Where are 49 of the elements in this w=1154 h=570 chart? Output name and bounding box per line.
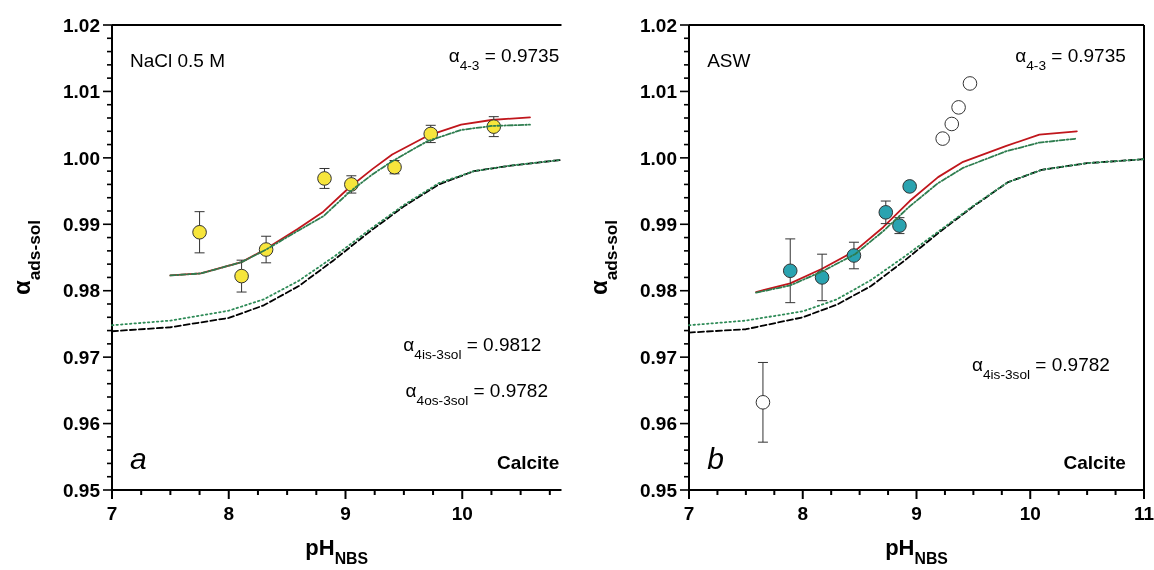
- point: [935, 131, 950, 146]
- annotation: α$_{4os-3sol}$ = 0.9782: [405, 380, 548, 408]
- annotation: α$_{4is-3sol}$ = 0.9782: [971, 354, 1110, 382]
- x-tick-label: 10: [1019, 503, 1041, 524]
- annotation: α$_{4-3}$ = 0.9735: [448, 45, 560, 73]
- y-tick-label: 0.98: [63, 280, 100, 302]
- point: [782, 263, 798, 279]
- y-tick-label: 0.99: [63, 213, 100, 235]
- y-tick-label: 0.97: [63, 346, 100, 368]
- annotation: Calcite: [496, 452, 560, 474]
- annotation: ASW: [707, 49, 751, 71]
- y-tick-label: 1.02: [640, 14, 677, 36]
- annotation: α$_{4is-3sol}$ = 0.9812: [403, 333, 542, 361]
- y-tick-label: 1.01: [640, 81, 678, 103]
- y-tick-label: 0.96: [63, 413, 100, 435]
- point: [951, 100, 966, 115]
- point: [878, 205, 894, 220]
- y-tick-label: 0.95: [63, 479, 101, 501]
- x-tick-label: 9: [340, 503, 351, 524]
- annotation: Calcite: [1063, 452, 1126, 474]
- x-tick-label: 8: [797, 503, 809, 524]
- y-tick-label: 0.98: [640, 280, 677, 302]
- point: [944, 116, 960, 132]
- x-axis-title: pH$_{NBS}$: [885, 535, 948, 567]
- x-tick-label: 7: [106, 503, 118, 524]
- y-tick-label: 0.99: [640, 213, 677, 235]
- point: [234, 268, 249, 284]
- x-tick-label: 7: [683, 503, 695, 524]
- point: [962, 76, 978, 91]
- x-tick-label: 9: [911, 503, 922, 524]
- y-tick-label: 1.02: [63, 14, 100, 36]
- point: [814, 270, 830, 285]
- x-axis-title: pH$_{NBS}$: [305, 535, 369, 567]
- point: [192, 224, 207, 240]
- point: [902, 179, 917, 194]
- x-tick-label: 8: [223, 503, 235, 524]
- annotation: b: [707, 442, 724, 476]
- y-tick-label: 1.00: [63, 147, 100, 169]
- point: [755, 395, 771, 410]
- y-tick-label: 0.95: [640, 479, 678, 501]
- annotation: a: [129, 442, 147, 476]
- annotation: α$_{4-3}$ = 0.9735: [1015, 45, 1126, 73]
- y-tick-label: 1.00: [640, 147, 677, 169]
- y-tick-label: 0.97: [640, 346, 677, 368]
- x-tick-label: 10: [451, 503, 473, 524]
- y-tick-label: 1.01: [63, 81, 101, 103]
- y-tick-label: 0.96: [640, 413, 677, 435]
- x-tick-label: 11: [1133, 503, 1154, 524]
- annotation: NaCl 0.5 M: [129, 49, 226, 71]
